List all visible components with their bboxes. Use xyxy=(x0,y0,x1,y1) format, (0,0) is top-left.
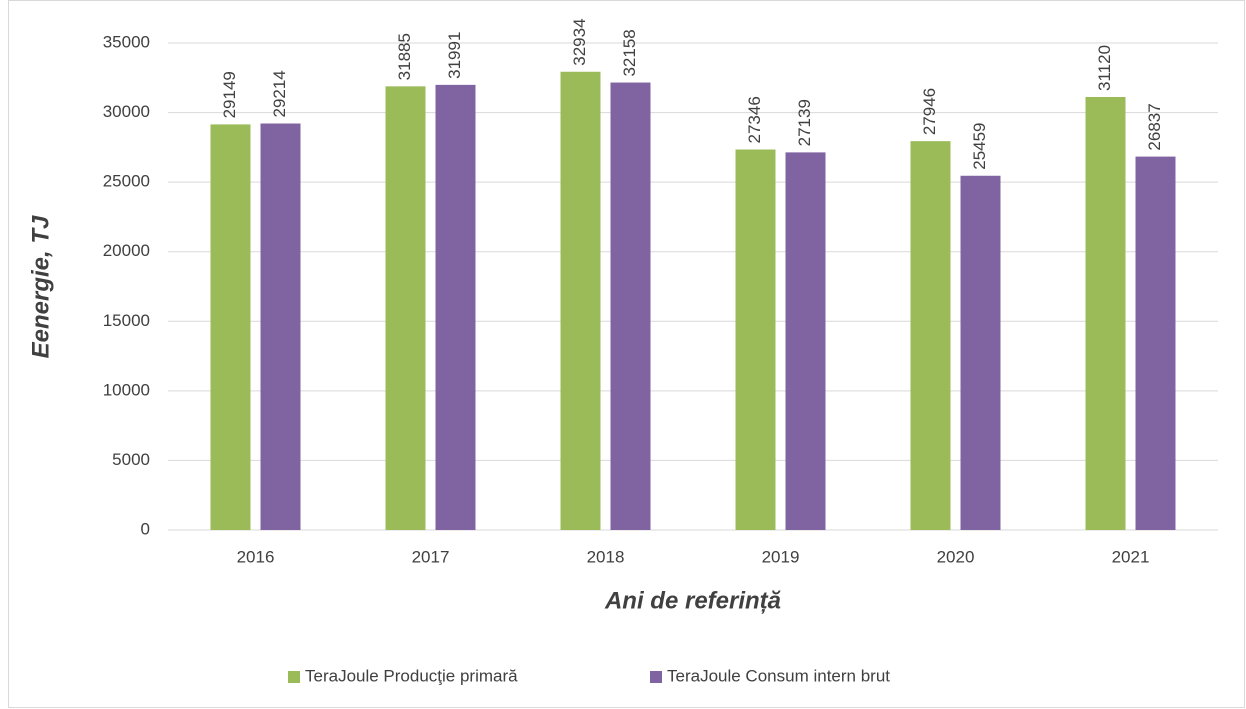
bar xyxy=(785,152,826,531)
bar xyxy=(610,82,651,530)
data-label: 31885 xyxy=(395,33,414,80)
x-tick-label: 2018 xyxy=(587,547,625,566)
bar xyxy=(260,123,301,530)
data-label: 29214 xyxy=(270,70,289,117)
data-label: 26837 xyxy=(1145,103,1164,150)
legend-swatch xyxy=(288,671,300,683)
y-tick-label: 5000 xyxy=(112,450,150,469)
bar xyxy=(1085,96,1126,530)
y-axis-title: Eenergie, TJ xyxy=(27,215,54,358)
bar xyxy=(1135,156,1176,530)
bar xyxy=(560,71,601,530)
data-label: 29149 xyxy=(220,71,239,118)
legend-swatch xyxy=(650,671,662,683)
y-tick-label: 10000 xyxy=(103,380,150,399)
data-label: 27946 xyxy=(920,88,939,135)
data-label: 31991 xyxy=(445,32,464,79)
bar xyxy=(910,141,951,530)
bar xyxy=(735,149,776,530)
bar xyxy=(960,175,1001,530)
x-tick-label: 2016 xyxy=(237,547,275,566)
data-label: 31120 xyxy=(1095,45,1114,91)
bar xyxy=(210,124,251,531)
data-label: 32158 xyxy=(620,29,639,76)
data-label: 27346 xyxy=(745,96,764,143)
data-label: 27139 xyxy=(795,99,814,146)
bar xyxy=(385,86,426,530)
x-tick-label: 2020 xyxy=(937,547,975,566)
y-tick-label: 25000 xyxy=(103,172,150,191)
legend-label: TeraJoule Producţie primară xyxy=(305,666,518,685)
x-tick-label: 2019 xyxy=(762,547,800,566)
legend-label: TeraJoule Consum intern brut xyxy=(667,666,890,685)
bar xyxy=(435,84,476,530)
y-tick-label: 30000 xyxy=(103,102,150,121)
y-tick-label: 0 xyxy=(141,519,150,538)
y-tick-label: 20000 xyxy=(103,241,150,260)
y-tick-label: 15000 xyxy=(103,311,150,330)
data-label: 32934 xyxy=(570,18,589,65)
data-label: 25459 xyxy=(970,122,989,169)
x-axis-title: Ani de referință xyxy=(604,587,781,614)
x-tick-label: 2017 xyxy=(412,547,450,566)
x-tick-label: 2021 xyxy=(1112,547,1150,566)
y-tick-label: 35000 xyxy=(103,32,150,51)
